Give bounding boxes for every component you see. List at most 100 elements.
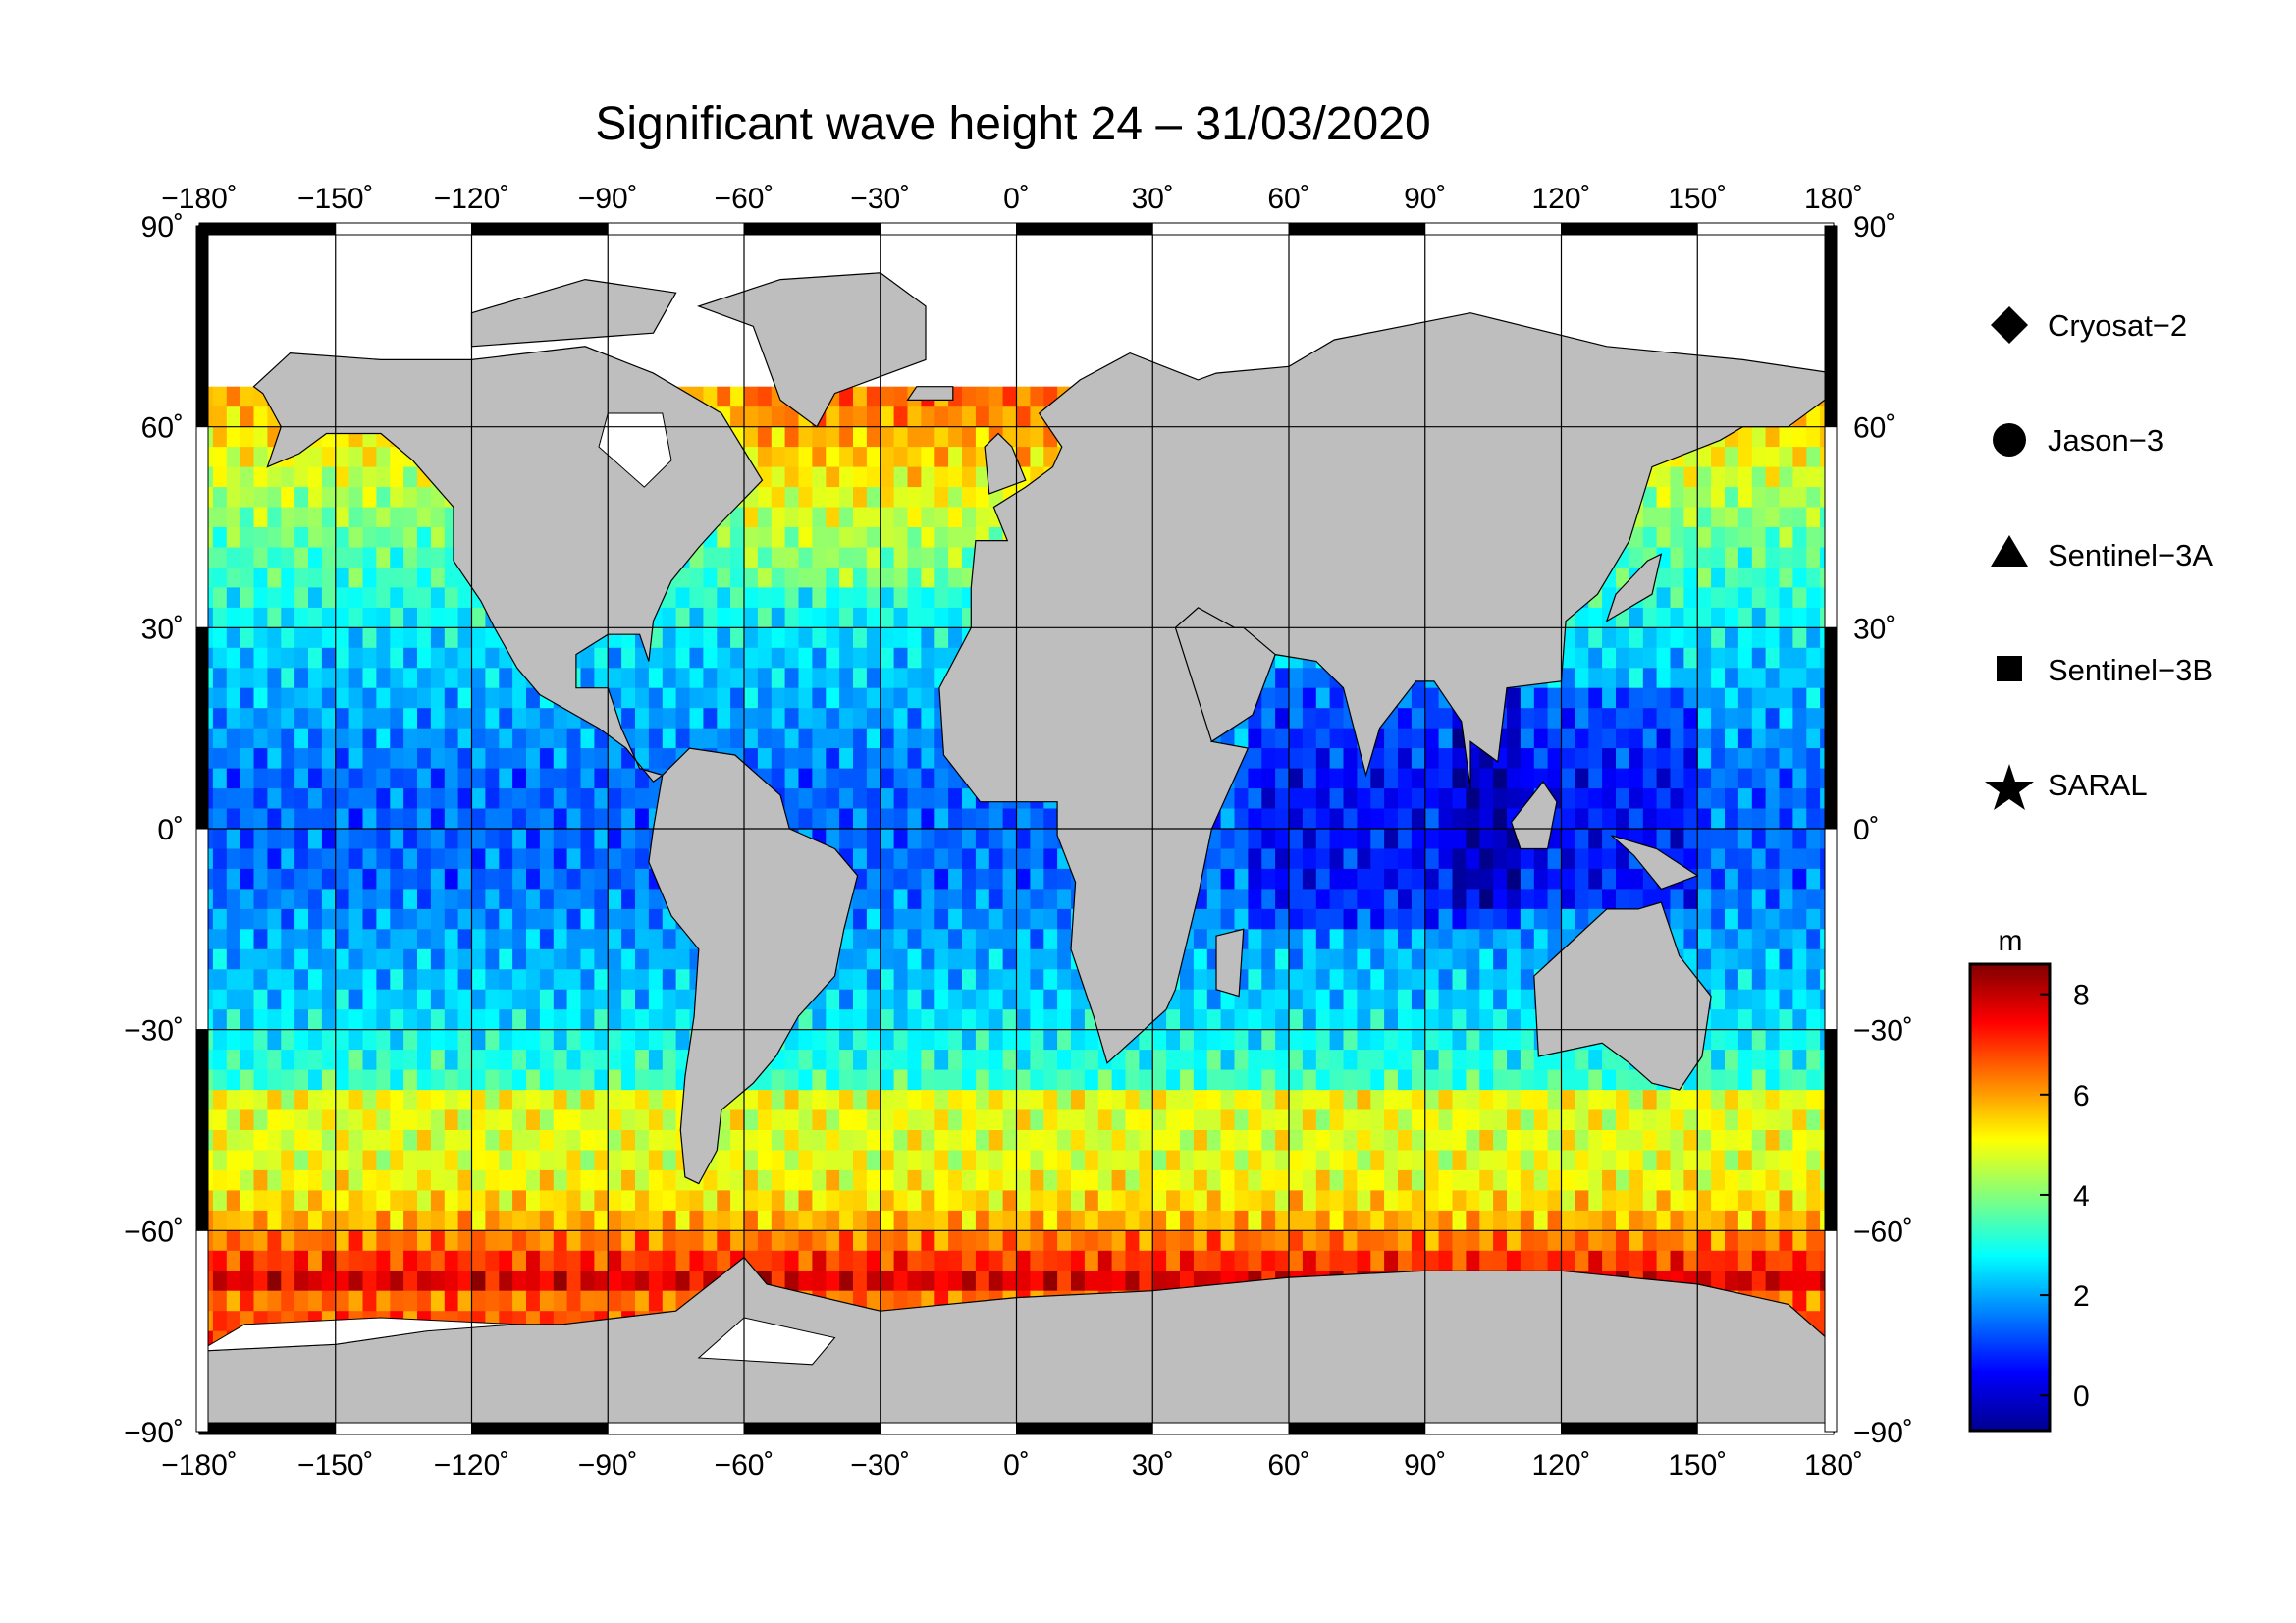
latitude-labels-left: 90˚ 60˚ 30˚ 0˚ −30˚ −60˚ −90˚ [124, 211, 184, 1449]
star-icon [1985, 764, 2034, 810]
longitude-label: 90˚ [1404, 1449, 1446, 1482]
satellite-legend: Cryosat−2 Jason−3 Sentinel−3A Sentinel−3… [1985, 306, 2213, 810]
latitude-label: 90˚ [1853, 211, 1896, 243]
longitude-label: −60˚ [715, 1449, 774, 1482]
map-title: Significant wave height 24 – 31/03/2020 [595, 98, 1430, 150]
colorbar-tick-label: 0 [2073, 1380, 2090, 1413]
latitude-labels-right: 90˚ 60˚ 30˚ 0˚ −30˚ −60˚ −90˚ [1853, 211, 1913, 1449]
latitude-label: 0˚ [1853, 814, 1880, 846]
ice-region [598, 412, 672, 488]
longitude-label: −90˚ [578, 183, 638, 215]
landmass-australia [1533, 901, 1712, 1091]
frame-bar-left [195, 426, 209, 628]
longitude-label: 120˚ [1531, 183, 1590, 215]
colorbar-tick-label: 2 [2073, 1280, 2090, 1313]
legend-item-sentinel-3a: Sentinel−3A [1991, 535, 2213, 572]
frame-bar-left [195, 1229, 209, 1433]
frame-bar-left [195, 1029, 209, 1231]
frame-bar-bottom [471, 1422, 609, 1435]
frame-bar-top [198, 222, 337, 236]
frame-bar-bottom [1288, 1422, 1426, 1435]
latitude-label: −30˚ [1853, 1015, 1913, 1048]
latitude-label: −30˚ [124, 1015, 184, 1048]
frame-bar-bottom [1016, 1422, 1153, 1435]
frame-bar-bottom [1424, 1422, 1562, 1435]
colorbar-ticks: 0 2 4 6 8 [2040, 980, 2090, 1413]
frame-bar-bottom [1696, 1422, 1835, 1435]
latitude-label: −60˚ [124, 1216, 184, 1248]
longitude-label: −150˚ [297, 183, 374, 215]
latitude-label: 60˚ [141, 412, 184, 445]
longitude-labels-top: −180˚ −150˚ −120˚ −90˚ −60˚ −30˚ 0˚ 30˚ 60˚ 90˚ 12… [161, 183, 1863, 215]
landmass-borneo [1510, 781, 1558, 850]
colorbar-unit: m [1999, 925, 2023, 957]
frame-bar-top [1561, 222, 1698, 236]
latitude-label: 60˚ [1853, 412, 1896, 445]
frame-bar-bottom [880, 1422, 1017, 1435]
map-frame-bars [195, 222, 1838, 1435]
longitude-label: 30˚ [1132, 183, 1174, 215]
landmass-greenland [696, 272, 927, 428]
latitude-label: 90˚ [141, 211, 184, 243]
latitude-label: −90˚ [124, 1417, 184, 1449]
longitude-label: 0˚ [1003, 183, 1030, 215]
legend-item-saral: SARAL [1985, 764, 2148, 810]
colorbar-tick-label: 6 [2073, 1080, 2090, 1112]
latitude-label: 0˚ [157, 814, 184, 846]
landmass-iceland [906, 386, 954, 401]
longitude-label: −120˚ [434, 183, 510, 215]
longitude-label: 60˚ [1267, 1449, 1309, 1482]
longitude-label: −180˚ [161, 1449, 238, 1482]
map-panel: −180˚ −150˚ −120˚ −90˚ −60˚ −30˚ 0˚ 30˚ 60˚ 90˚ 12… [124, 183, 1913, 1482]
landmass-japan [1605, 553, 1663, 622]
legend-label: Jason−3 [2048, 423, 2163, 458]
square-icon [1997, 656, 2022, 681]
frame-bar-top [880, 222, 1017, 236]
longitude-label: −90˚ [578, 1449, 638, 1482]
frame-bar-right [1824, 225, 1838, 428]
longitude-label: 90˚ [1404, 183, 1446, 215]
frame-bar-bottom [198, 1422, 337, 1435]
longitude-label: −30˚ [850, 1449, 910, 1482]
colorbar: m 0 2 4 6 8 [1968, 925, 2090, 1433]
frame-bar-top [1151, 222, 1290, 236]
frame-bar-top [335, 222, 472, 236]
frame-bar-right [1824, 828, 1838, 1031]
longitude-label: −180˚ [161, 183, 238, 215]
latitude-label: −90˚ [1853, 1417, 1913, 1449]
latitude-label: 30˚ [1853, 613, 1896, 645]
colorbar-tick-label: 4 [2073, 1180, 2090, 1213]
legend-item-sentinel-3b: Sentinel−3B [1997, 653, 2213, 687]
frame-bar-left [195, 626, 209, 830]
longitude-labels-bottom: −180˚ −150˚ −120˚ −90˚ −60˚ −30˚ 0˚ 30˚ 60˚ 90˚ 12… [161, 1449, 1863, 1482]
legend-label: SARAL [2048, 768, 2148, 802]
frame-bar-right [1824, 426, 1838, 628]
longitude-label: 60˚ [1267, 183, 1309, 215]
landmass-madagascar [1215, 928, 1245, 998]
landmass-arabia-gap [1174, 607, 1276, 743]
frame-bar-top [1424, 222, 1562, 236]
landmass-uk [984, 432, 1027, 495]
longitude-label: −30˚ [850, 183, 910, 215]
frame-bar-bottom [1561, 1422, 1698, 1435]
diamond-icon [1991, 306, 2028, 344]
frame-bar-right [1824, 626, 1838, 830]
frame-bar-top [1288, 222, 1426, 236]
longitude-label: 30˚ [1132, 1449, 1174, 1482]
colorbar-gradient [1968, 962, 2052, 1433]
frame-bar-right [1824, 1229, 1838, 1433]
legend-label: Cryosat−2 [2048, 308, 2187, 343]
frame-bar-bottom [335, 1422, 472, 1435]
frame-bar-top [1696, 222, 1835, 236]
longitude-label: 180˚ [1804, 183, 1863, 215]
frame-bar-top [607, 222, 745, 236]
frame-bar-top [1016, 222, 1153, 236]
frame-bar-bottom [607, 1422, 745, 1435]
longitude-label: −60˚ [715, 183, 774, 215]
frame-bar-top [471, 222, 609, 236]
longitude-label: 150˚ [1668, 183, 1727, 215]
frame-bar-right [1824, 1029, 1838, 1231]
latitude-label: 30˚ [141, 613, 184, 645]
latitude-label: −60˚ [1853, 1216, 1913, 1248]
